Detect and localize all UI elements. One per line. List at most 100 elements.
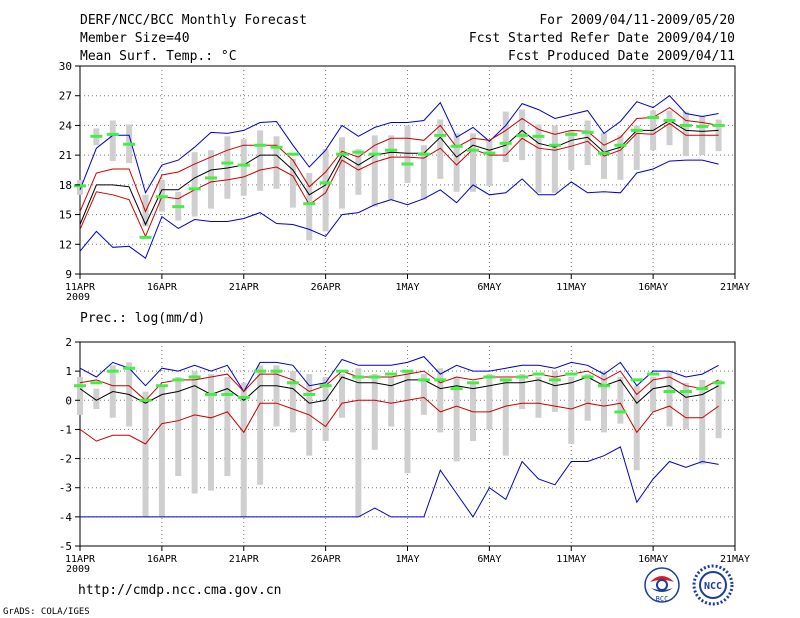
temp-y-tick-label: 12 (59, 238, 72, 251)
prec-min-line (80, 446, 719, 518)
precip-chart-title: Prec.: log(mm/d) (80, 311, 205, 326)
prec-median-mark (712, 381, 725, 385)
temp-median-mark (106, 132, 119, 136)
temp-spread-box (388, 135, 395, 200)
temp-min-line (79, 159, 719, 259)
prec-median-mark (237, 395, 250, 399)
prec-median-mark (434, 378, 447, 382)
prec-spread-box (224, 376, 231, 477)
prec-x-tick-label: 1MAY (395, 554, 419, 565)
temp-median-mark (532, 134, 545, 138)
temp-median-mark (516, 133, 529, 137)
temp-y-tick-label: 18 (59, 179, 72, 192)
prec-median-mark (139, 398, 152, 402)
temp-median-mark (434, 133, 447, 137)
ncc-logo-icon: NCC (692, 564, 734, 606)
prec-spread-box (93, 388, 100, 410)
temp-mean-line (79, 119, 719, 226)
prec-spread-box (699, 379, 706, 465)
forecast-period: For 2009/04/11-2009/05/20 (539, 13, 735, 28)
prec-x-tick-label: 16APR (147, 554, 178, 565)
prec-spread-box (158, 385, 165, 517)
prec-spread-box (666, 371, 673, 427)
prec-x-year-label: 2009 (66, 564, 90, 575)
temp-y-tick-label: 30 (59, 60, 72, 73)
temp-median-mark (90, 134, 103, 138)
prec-median-mark (548, 378, 561, 382)
prec-spread-box (257, 365, 264, 485)
temp-median-mark (254, 143, 267, 147)
prec-spread-box (175, 376, 182, 477)
grads-credit: GrADS: COLA/IGES (3, 607, 90, 617)
temp-spread-box (470, 133, 476, 192)
prec-upper-line (79, 370, 719, 401)
prec-median-mark (221, 392, 234, 396)
prec-spread-box (715, 379, 722, 439)
bcc-logo-icon: BCC (644, 567, 680, 603)
prec-median-mark (205, 392, 217, 396)
prec-median-mark (630, 378, 643, 382)
temp-spread-box (371, 135, 378, 207)
prec-y-tick-label: -2 (59, 453, 72, 466)
temp-spread-box (322, 149, 329, 232)
bcc-logo-text: BCC (656, 595, 669, 603)
prec-spread-box (240, 382, 247, 517)
prec-x-tick-label: 26APR (311, 554, 342, 565)
prec-spread-box (371, 374, 378, 450)
prec-spread-box (404, 371, 411, 474)
temp-upper-line (79, 106, 719, 213)
temp-median-mark (483, 151, 496, 155)
temp-x-tick-label: 21MAY (720, 282, 750, 293)
temp-median-mark (548, 143, 561, 147)
temp-median-mark (417, 152, 430, 156)
temp-median-mark (614, 143, 627, 147)
temp-spread-box (633, 125, 640, 170)
prec-median-mark (647, 372, 660, 376)
temp-median-mark (286, 152, 299, 156)
temp-spread-box (617, 135, 624, 180)
temp-lower-line (79, 122, 719, 238)
prec-x-tick-label: 16MAY (638, 554, 668, 565)
prec-median-mark (352, 375, 365, 379)
prec-spread-box (551, 371, 558, 412)
prec-spread-box (208, 374, 214, 491)
temp-median-mark (467, 148, 479, 152)
temp-median-mark (172, 205, 185, 209)
temp-median-mark (74, 184, 86, 188)
prec-spread-box (535, 376, 542, 418)
temp-median-mark (155, 195, 168, 199)
temp-spread-box (355, 149, 362, 195)
prec-spread-box (388, 376, 395, 427)
prec-median-mark (499, 378, 512, 382)
temp-spread-box (306, 172, 313, 241)
temperature-chart: 9 12 15 18 21 24 27 30 11APR 16APR 21APR 26APR 1MAY 6… (59, 60, 750, 303)
temp-y-tick-label: 9 (65, 268, 72, 281)
prec-x-tick-label: 21MAY (720, 554, 750, 565)
prec-spread-box (142, 391, 149, 517)
temp-median-mark (237, 163, 250, 167)
temp-median-mark (270, 145, 283, 149)
temp-x-tick-label: 6MAY (477, 282, 501, 293)
prec-x-tick-label: 21APR (229, 554, 260, 565)
prec-spread-box (568, 376, 575, 444)
prec-median-mark (336, 369, 348, 373)
temp-spread-box (535, 124, 542, 193)
temp-spread-box (339, 137, 345, 209)
temp-median-mark (565, 132, 578, 136)
prec-spread-box (519, 374, 526, 410)
temp-spread-box (191, 152, 198, 217)
prec-median-mark (368, 375, 381, 379)
figure-title: DERF/NCC/BCC Monthly Forecast (80, 13, 307, 28)
temp-median-mark (123, 142, 136, 146)
temp-median-mark (647, 116, 660, 120)
prec-median-mark (74, 384, 86, 388)
temp-spread-box (453, 133, 460, 192)
footer-url[interactable]: http://cmdp.ncc.cma.gov.cn (78, 583, 282, 598)
prec-y-tick-label: 0 (65, 394, 72, 407)
prec-median-mark (417, 378, 430, 382)
temp-spread-box (109, 120, 116, 162)
temp-spread-box (584, 120, 591, 166)
prec-y-tick-label: -1 (59, 423, 72, 436)
prec-median-mark (483, 375, 496, 379)
